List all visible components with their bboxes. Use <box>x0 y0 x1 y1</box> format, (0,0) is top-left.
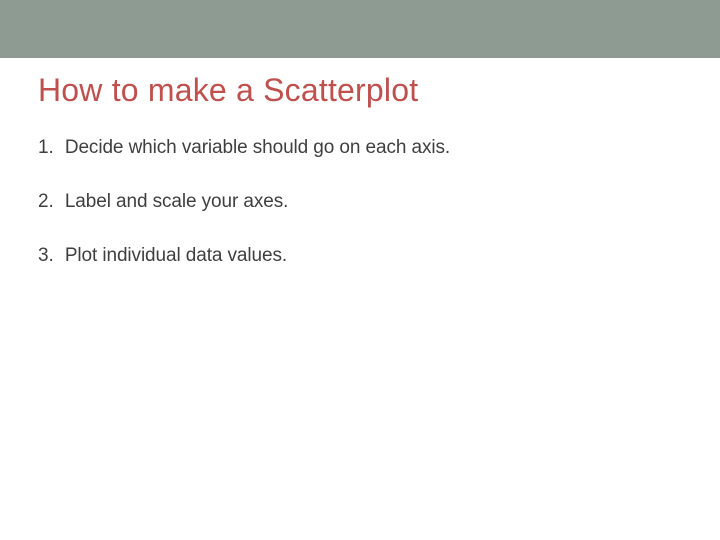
instruction-list: 1. Decide which variable should go on ea… <box>38 137 720 267</box>
list-number: 3. <box>38 245 54 266</box>
slide: How to make a Scatterplot 1. Decide whic… <box>0 0 720 540</box>
list-number: 2. <box>38 191 54 212</box>
list-text: Decide which variable should go on each … <box>65 137 450 158</box>
top-bar <box>0 0 720 58</box>
list-text: Label and scale your axes. <box>65 191 288 212</box>
list-number: 1. <box>38 137 54 158</box>
slide-title: How to make a Scatterplot <box>38 72 720 109</box>
list-item: 2. Label and scale your axes. <box>38 191 720 213</box>
list-item: 1. Decide which variable should go on ea… <box>38 137 720 159</box>
list-text: Plot individual data values. <box>65 245 287 266</box>
list-item: 3. Plot individual data values. <box>38 245 720 267</box>
